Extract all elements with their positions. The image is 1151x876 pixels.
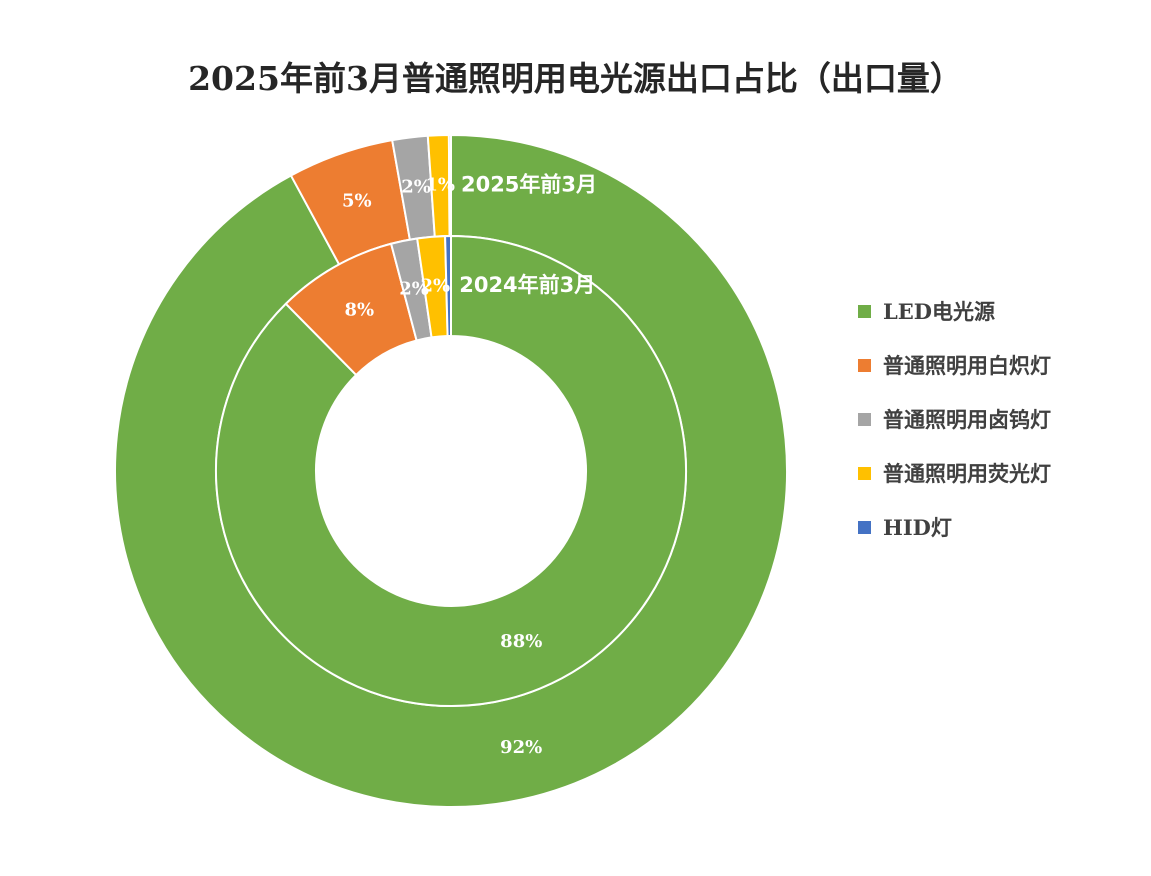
legend-item: HID灯: [858, 500, 1051, 554]
legend-label: 普通照明用白炽灯: [883, 353, 1051, 378]
legend-swatch: [858, 304, 871, 318]
legend-label: 普通照明用卤钨灯: [883, 407, 1051, 432]
outer-data-label-1: 92%: [500, 737, 542, 758]
outer-data-label-4: 1%: [425, 175, 455, 196]
legend-item: 普通照明用荧光灯: [858, 446, 1051, 500]
inner-data-label-3: 2%: [399, 279, 429, 300]
inner-data-label-2: 8%: [345, 299, 375, 320]
legend-swatch: [858, 412, 871, 426]
legend-label: LED电光源: [883, 299, 995, 324]
inner-data-label-1: 88%: [500, 631, 542, 652]
inner-slice-1: [215, 234, 687, 707]
inner-ring-series-label: 2024年前3月: [459, 273, 595, 297]
outer-data-label-3: 2%: [401, 177, 431, 198]
outer-data-label-2: 5%: [342, 190, 372, 211]
inner-data-label-4: 2%: [421, 276, 451, 297]
legend-label: HID灯: [883, 515, 952, 540]
outer-ring-series-label: 2025年前3月: [461, 173, 597, 197]
inner-slice-5: [444, 234, 452, 338]
legend-item: LED电光源: [858, 284, 1051, 338]
chart-legend: LED电光源普通照明用白炽灯 普通照明用卤钨灯 普通照明用荧光灯 HID灯: [858, 284, 1051, 554]
legend-item: 普通照明用白炽灯: [858, 338, 1051, 392]
chart-title: 2025年前3月普通照明用电光源出口占比（出口量）: [188, 59, 963, 98]
legend-label: 普通照明用荧光灯: [883, 461, 1051, 486]
legend-item: 普通照明用卤钨灯: [858, 392, 1051, 446]
legend-swatch: [858, 466, 871, 480]
legend-swatch: [858, 358, 871, 372]
legend-swatch: [858, 520, 871, 534]
